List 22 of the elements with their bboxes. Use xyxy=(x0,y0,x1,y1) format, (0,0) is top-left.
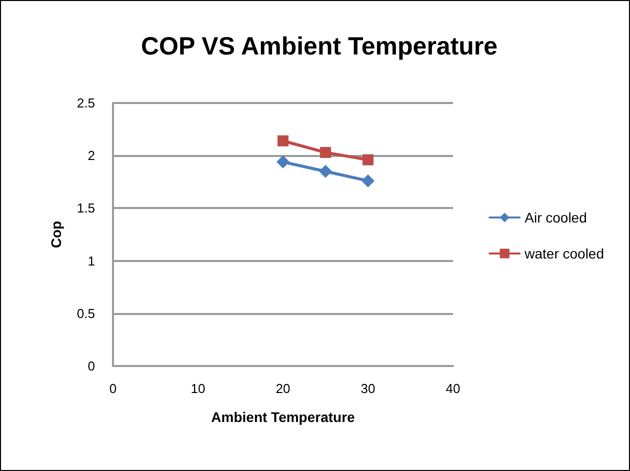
y-tick-label: 0.5 xyxy=(76,306,95,321)
y-tick-label: 2 xyxy=(88,148,95,164)
y-tick-label: 2.5 xyxy=(76,96,95,110)
point xyxy=(320,146,331,158)
x-axis-title: Ambient Temperature xyxy=(211,409,356,425)
x-tick-label: 0 xyxy=(109,381,117,396)
point xyxy=(276,155,290,168)
y-axis-title: Cop xyxy=(48,220,64,248)
point xyxy=(319,164,332,178)
point xyxy=(278,135,288,146)
chart-title: COP VS Ambient Temperature xyxy=(141,32,498,60)
x-tick-label: 30 xyxy=(360,381,376,396)
legend-label: Air cooled xyxy=(524,210,587,226)
y-tick-label: 1.5 xyxy=(76,200,95,216)
point xyxy=(362,174,374,188)
x-tick-label: 20 xyxy=(276,381,290,396)
point xyxy=(362,154,374,166)
y-tick-label: 0 xyxy=(88,358,95,374)
legend-label: water cooled xyxy=(524,246,604,262)
x-tick-label: 40 xyxy=(446,381,460,396)
x-tick-label: 10 xyxy=(190,381,206,396)
y-tick-label: 1 xyxy=(88,253,95,268)
